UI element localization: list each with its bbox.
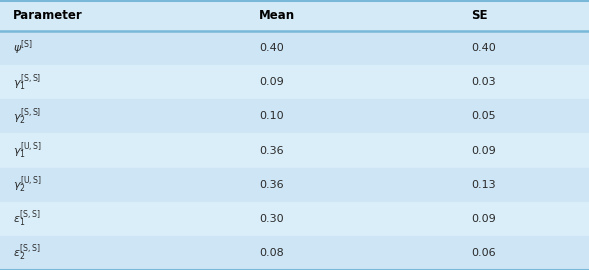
Text: 0.09: 0.09 <box>259 77 284 87</box>
Bar <box>0 236 589 270</box>
Text: 0.40: 0.40 <box>471 43 496 53</box>
Bar <box>0 65 589 99</box>
Text: $\it{\gamma}_{2}^{\rm{[U,S]}}$: $\it{\gamma}_{2}^{\rm{[U,S]}}$ <box>13 174 42 195</box>
Text: $\it{\gamma}_{1}^{\rm{[U,S]}}$: $\it{\gamma}_{1}^{\rm{[U,S]}}$ <box>13 140 42 161</box>
Text: 0.03: 0.03 <box>471 77 496 87</box>
Text: SE: SE <box>471 9 488 22</box>
Text: 0.36: 0.36 <box>259 146 284 156</box>
Bar <box>0 99 589 133</box>
Text: 0.08: 0.08 <box>259 248 284 258</box>
Text: $\it{\varepsilon}_{2}^{\rm{[S,S]}}$: $\it{\varepsilon}_{2}^{\rm{[S,S]}}$ <box>13 242 41 263</box>
Text: 0.09: 0.09 <box>471 146 496 156</box>
Text: 0.05: 0.05 <box>471 112 496 122</box>
Bar <box>0 31 589 65</box>
Text: 0.40: 0.40 <box>259 43 284 53</box>
Text: 0.06: 0.06 <box>471 248 496 258</box>
Text: $\it{\gamma}_{2}^{\rm{[S,S]}}$: $\it{\gamma}_{2}^{\rm{[S,S]}}$ <box>13 106 41 127</box>
Text: $\it{\gamma}_{1}^{\rm{[S,S]}}$: $\it{\gamma}_{1}^{\rm{[S,S]}}$ <box>13 72 41 93</box>
Text: Mean: Mean <box>259 9 295 22</box>
Text: $\it{\varepsilon}_{1}^{\rm{[S,S]}}$: $\it{\varepsilon}_{1}^{\rm{[S,S]}}$ <box>13 208 41 229</box>
Bar <box>0 0 589 31</box>
Text: 0.13: 0.13 <box>471 180 496 190</box>
Text: $\it{\psi}^{\rm{[S]}}$: $\it{\psi}^{\rm{[S]}}$ <box>13 39 33 58</box>
Bar <box>0 202 589 236</box>
Text: 0.30: 0.30 <box>259 214 284 224</box>
Text: 0.10: 0.10 <box>259 112 284 122</box>
Bar <box>0 133 589 168</box>
Text: Parameter: Parameter <box>13 9 82 22</box>
Text: 0.36: 0.36 <box>259 180 284 190</box>
Bar <box>0 168 589 202</box>
Text: 0.09: 0.09 <box>471 214 496 224</box>
